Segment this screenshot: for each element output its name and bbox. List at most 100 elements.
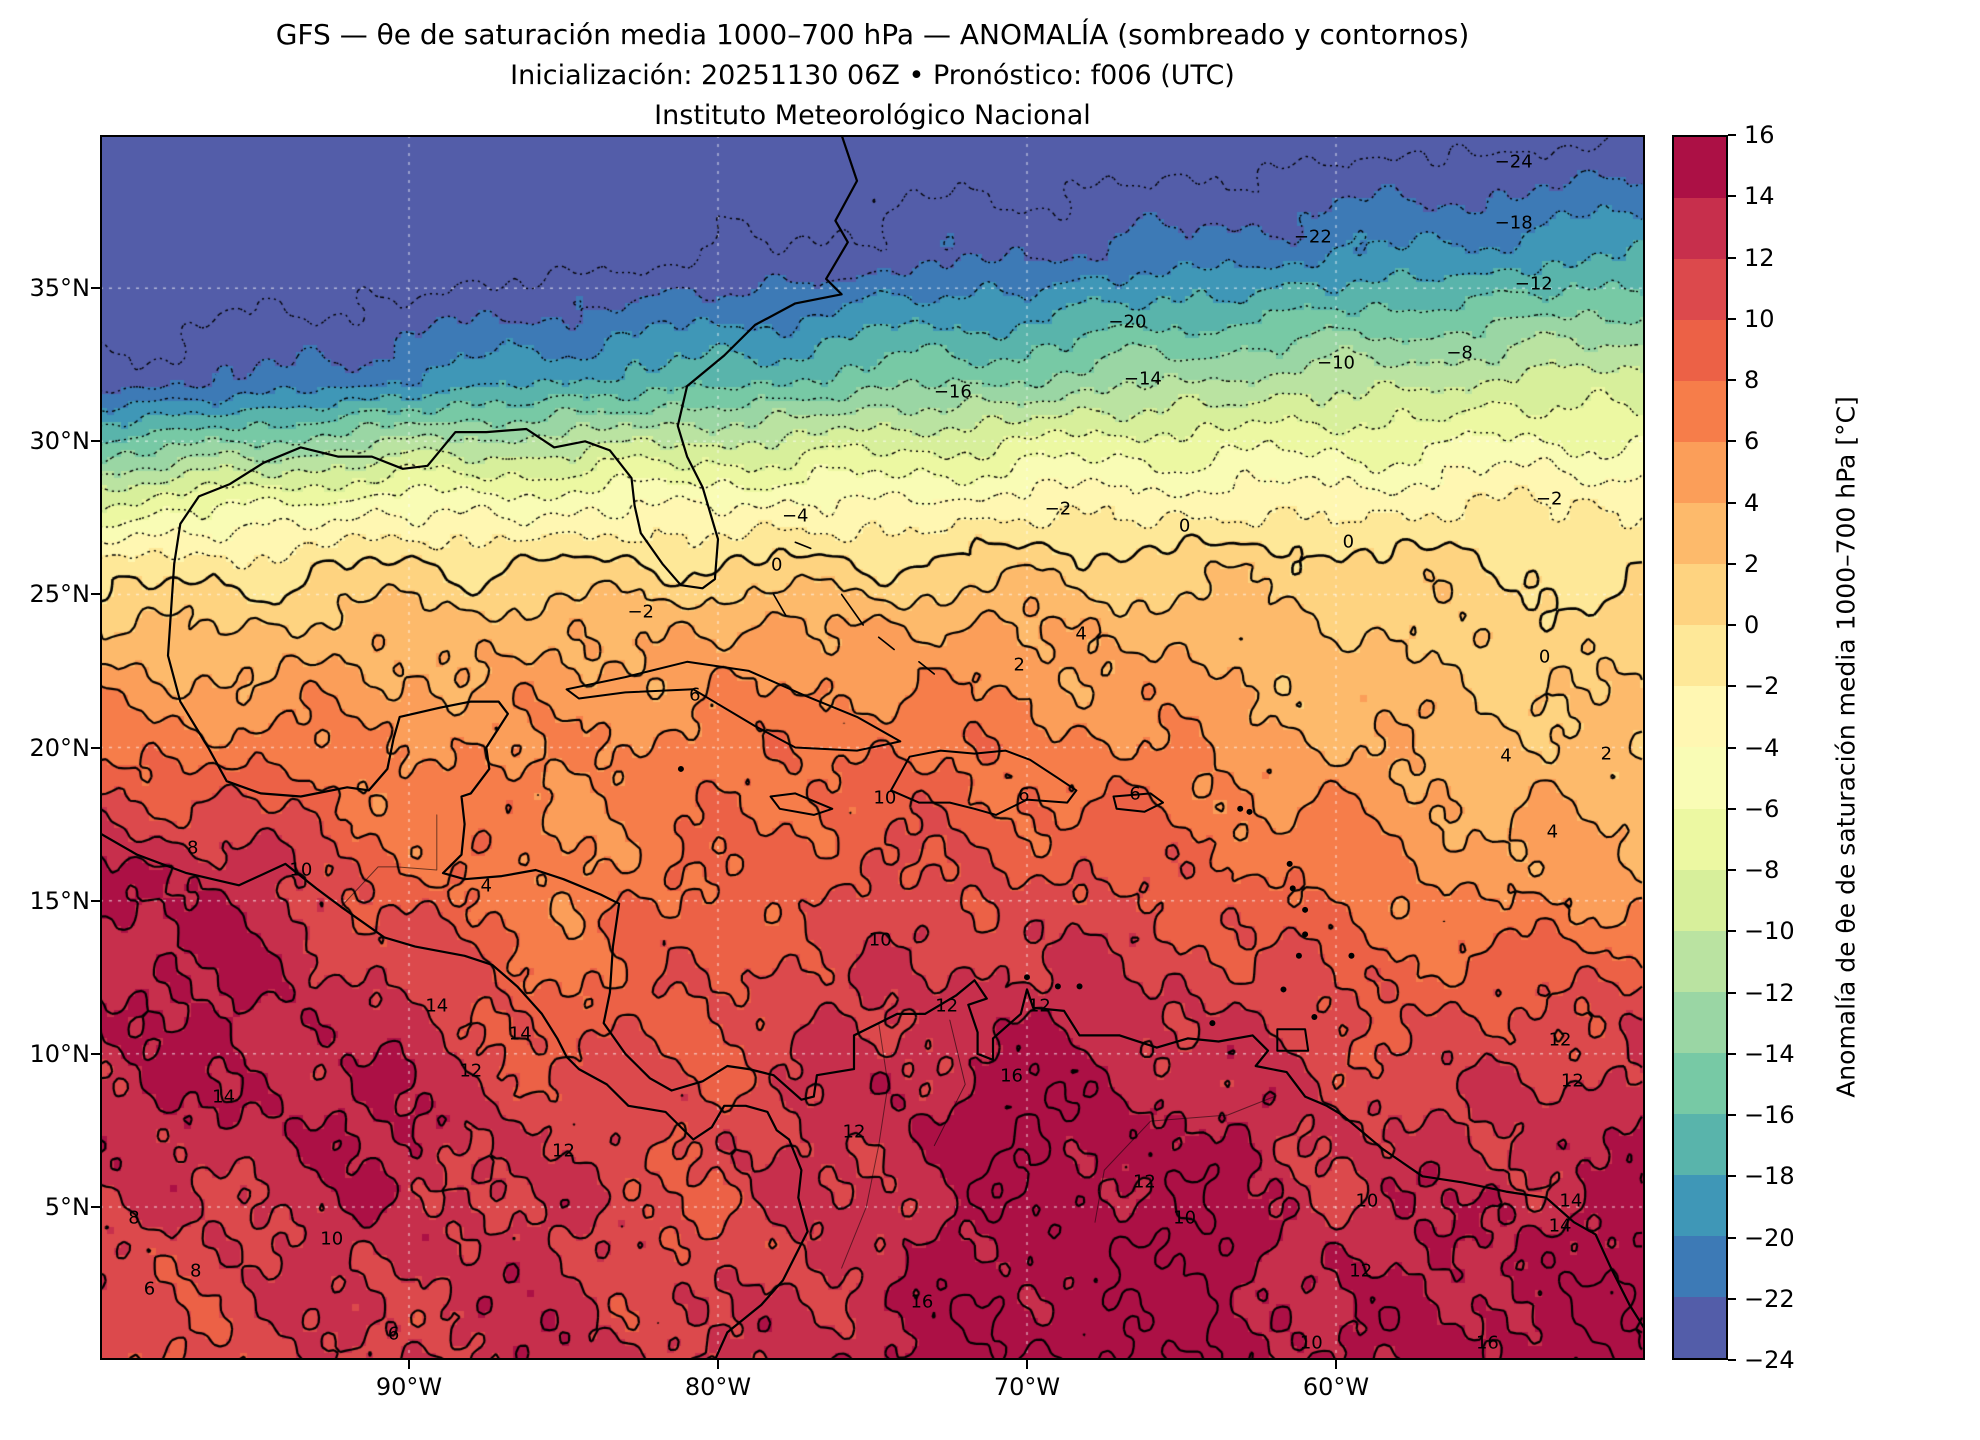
title-block: GFS — θe de saturación media 1000–700 hP…	[100, 14, 1645, 136]
small-island-dot	[1237, 805, 1244, 812]
colorbar-tick-label: −4	[1744, 733, 1780, 762]
small-island-dot	[1076, 983, 1083, 990]
colorbar-tick-mark	[1728, 1297, 1736, 1300]
colorbar-band	[1674, 1235, 1726, 1297]
small-island-dot	[1280, 986, 1287, 993]
colorbar-tick-mark	[1728, 562, 1736, 565]
islands-bahamas	[918, 660, 936, 675]
lat-tick-label: 35°N	[29, 274, 91, 303]
small-island-dot	[1295, 952, 1302, 959]
lat-tick-label: 15°N	[29, 886, 91, 915]
colorbar-tick-mark	[1728, 746, 1736, 749]
map-plot-area: −24 −22 −18 −20 −12 −16 −14 −10 −8 −4 −2 −2 0 0 −2 0 2 4 0…	[100, 135, 1645, 1360]
river-magdalena	[841, 1022, 889, 1269]
lat-tick-mark	[91, 746, 100, 749]
island-trinidad	[1276, 1028, 1310, 1052]
border-guatemala	[340, 814, 438, 908]
colorbar-tick-mark	[1728, 1236, 1736, 1239]
lat-tick-label: 10°N	[29, 1039, 91, 1068]
small-island-dot	[1302, 906, 1309, 913]
lon-tick-mark	[1026, 1360, 1028, 1369]
colorbar-tick-label: 8	[1744, 366, 1760, 394]
lat-tick-mark	[91, 287, 100, 290]
colorbar-band	[1674, 625, 1726, 687]
lat-tick-mark	[91, 899, 100, 902]
colorbar-band	[1674, 1296, 1726, 1358]
colorbar-tick-mark	[1728, 1175, 1736, 1178]
colorbar-tick-mark	[1728, 624, 1736, 626]
colorbar-tick-label: −2	[1744, 672, 1780, 701]
colorbar-tick-mark	[1728, 317, 1736, 320]
colorbar-tick-label: 6	[1744, 427, 1760, 456]
colorbar-band	[1674, 869, 1726, 931]
colorbar-band	[1674, 198, 1726, 260]
islands-bahamas	[840, 593, 865, 626]
colorbar-band	[1674, 564, 1726, 626]
small-island-dot	[1311, 1014, 1318, 1020]
colorbar-tick-label: 12	[1744, 243, 1775, 272]
small-island-dot	[1348, 952, 1355, 959]
coastline-overlay	[100, 135, 1645, 1360]
colorbar-band	[1674, 747, 1726, 809]
colorbar-tick-mark	[1728, 379, 1736, 381]
colorbar-tick-label: −20	[1744, 1223, 1795, 1252]
colorbar-tick-label: −24	[1744, 1346, 1795, 1374]
lat-tick-mark	[91, 440, 100, 443]
coastline-atlantic-gulf-caribbean	[166, 135, 1645, 1331]
lat-tick-mark	[91, 593, 100, 596]
colorbar-band	[1674, 259, 1726, 321]
colorbar-tick-mark	[1728, 501, 1736, 504]
lat-tick-mark	[91, 1205, 100, 1208]
lon-tick-label: 60°W	[1302, 1373, 1370, 1401]
colorbar-label: Anomalía de θe de saturación media 1000–…	[1831, 396, 1861, 1098]
colorbar-tick-mark	[1728, 869, 1736, 871]
chart-subtitle-institution: Instituto Meteorológico Nacional	[654, 100, 1091, 131]
islands-bahamas	[772, 593, 787, 617]
colorbar-band	[1674, 1113, 1726, 1175]
chart-subtitle-init: Inicialización: 20251130 06Z • Pronóstic…	[510, 60, 1235, 91]
small-island-dot	[1302, 931, 1309, 938]
lon-tick-mark	[408, 1360, 410, 1369]
lat-tick-label: 30°N	[29, 427, 91, 456]
colorbar-tick-mark	[1728, 256, 1736, 259]
river-orinoco	[1094, 1096, 1275, 1223]
colorbar-tick-label: 14	[1744, 182, 1775, 211]
island-cuba	[565, 660, 902, 752]
coastline-pacific	[100, 832, 809, 1360]
colorbar-band	[1674, 137, 1726, 199]
colorbar	[1672, 135, 1728, 1360]
colorbar-tick-label: −14	[1744, 1039, 1795, 1068]
colorbar-tick-mark	[1728, 685, 1736, 688]
lat-tick-label: 20°N	[29, 733, 91, 762]
colorbar-band	[1674, 991, 1726, 1053]
colorbar-tick-mark	[1728, 1114, 1736, 1116]
small-island-dot	[1246, 808, 1253, 815]
lon-tick-label: 90°W	[375, 1373, 443, 1401]
chart-title: GFS — θe de saturación media 1000–700 hP…	[275, 18, 1470, 51]
colorbar-tick-label: −22	[1744, 1284, 1795, 1313]
small-island-dot	[1024, 974, 1030, 981]
small-island-dot	[1286, 860, 1293, 867]
colorbar-tick-mark	[1728, 1052, 1736, 1055]
colorbar-band	[1674, 503, 1726, 565]
lat-tick-mark	[91, 1052, 100, 1055]
colorbar-tick-label: −6	[1744, 794, 1780, 823]
colorbar-tick-label: −18	[1744, 1162, 1795, 1191]
lon-tick-mark	[1335, 1360, 1337, 1369]
small-island-dot	[1289, 885, 1296, 892]
colorbar-tick-mark	[1728, 195, 1736, 198]
colorbar-band	[1674, 1174, 1726, 1236]
colorbar-band	[1674, 320, 1726, 382]
colorbar-tick-label: −12	[1744, 978, 1795, 1007]
colorbar-tick-label: 16	[1744, 121, 1775, 149]
lat-tick-label: 5°N	[44, 1192, 90, 1221]
colorbar-band	[1674, 442, 1726, 504]
colorbar-tick-mark	[1728, 930, 1736, 933]
island-jamaica	[769, 792, 834, 816]
island-puerto-rico	[1112, 792, 1164, 813]
lat-tick-label: 25°N	[29, 580, 91, 609]
colorbar-band	[1674, 808, 1726, 870]
colorbar-tick-mark	[1728, 807, 1736, 810]
colorbar-tick-mark	[1728, 440, 1736, 443]
lon-tick-mark	[717, 1360, 719, 1369]
